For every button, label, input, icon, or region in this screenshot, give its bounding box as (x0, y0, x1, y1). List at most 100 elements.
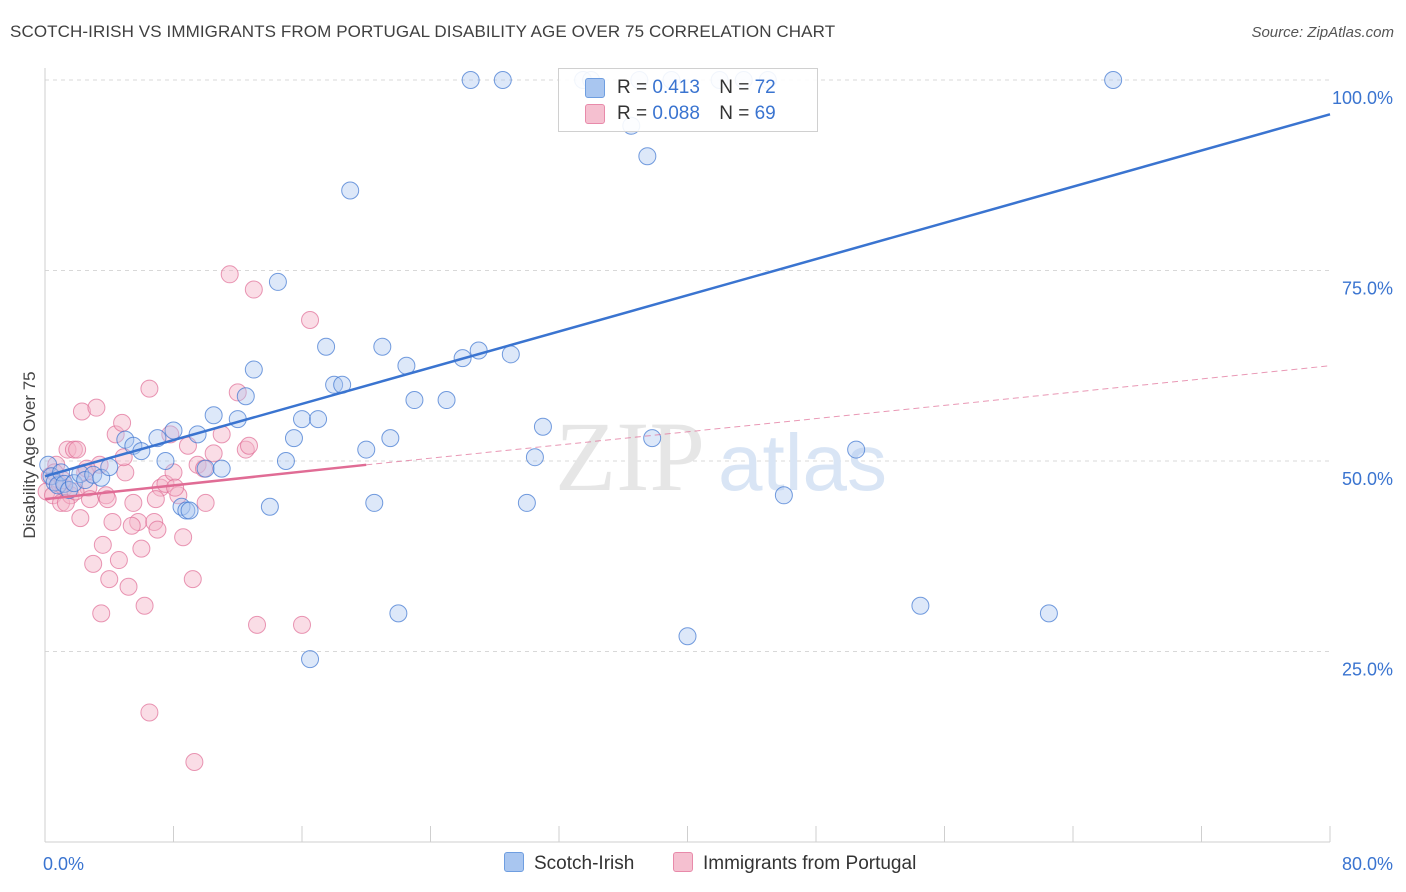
legend-n-label: N = (719, 103, 750, 124)
source-label: Source: ZipAtlas.com (1251, 24, 1394, 41)
chart-title: SCOTCH-IRISH VS IMMIGRANTS FROM PORTUGAL… (10, 22, 836, 41)
data-point-portugal (148, 520, 167, 539)
data-point-scotch-irish (236, 387, 255, 406)
axes: 25.0% 50.0% 75.0% 100.0% 0.0% 80.0% (43, 68, 1393, 874)
trend-line-portugal (44, 463, 367, 501)
data-point-portugal (122, 516, 141, 535)
data-point-portugal (244, 280, 263, 299)
gridlines (45, 79, 1330, 652)
data-point-scotch-irish (381, 429, 400, 448)
legend-row-scotch-irish: R = 0.413 N = 72 (585, 77, 776, 99)
data-point-scotch-irish (276, 452, 295, 470)
data-point-scotch-irish (55, 474, 74, 493)
data-point-scotch-irish (244, 360, 263, 379)
data-point-portugal (71, 509, 90, 528)
x-tick-label: 0.0% (43, 854, 84, 874)
data-point-portugal (113, 413, 132, 432)
data-point-scotch-irish (301, 650, 320, 669)
y-tick-label: 50.0% (1342, 469, 1393, 489)
data-point-portugal (185, 752, 204, 771)
bottom-legend-swatch-blue (504, 852, 524, 872)
bottom-legend-portugal: Immigrants from Portugal (673, 852, 916, 875)
data-point-scotch-irish (774, 486, 793, 505)
data-point-scotch-irish (212, 459, 231, 478)
data-point-scotch-irish (365, 493, 384, 512)
data-point-scotch-irish (293, 410, 311, 429)
data-point-scotch-irish (357, 440, 376, 459)
series-portugal (37, 265, 320, 771)
data-point-scotch-irish (64, 474, 83, 493)
data-point-portugal (119, 577, 138, 596)
series-scotch-irish (39, 71, 1123, 669)
trend-line-scotch-irish (44, 113, 1331, 478)
data-point-portugal (106, 425, 125, 444)
data-point-portugal (135, 596, 154, 615)
data-point-portugal (140, 379, 159, 398)
data-point-portugal (124, 493, 143, 512)
stats-legend: R = 0.413 N = 72 R = 0.088 N = 69 (558, 68, 818, 132)
legend-n-value: 72 (754, 77, 776, 98)
data-point-scotch-irish (638, 147, 657, 166)
data-point-portugal (87, 398, 106, 417)
data-point-portugal (220, 265, 239, 284)
y-tick-label: 100.0% (1332, 88, 1393, 108)
data-point-scotch-irish (533, 417, 552, 436)
data-point-portugal (68, 440, 87, 459)
data-point-portugal (174, 528, 193, 547)
legend-r-value: 0.088 (652, 103, 700, 124)
legend-r-label: R = (617, 77, 648, 98)
data-point-portugal (183, 570, 202, 589)
data-point-portugal (301, 311, 320, 330)
y-tick-label: 25.0% (1342, 660, 1393, 680)
watermark: ZIP atlas (555, 401, 887, 512)
data-point-scotch-irish (911, 596, 930, 615)
data-point-portugal (92, 604, 111, 623)
data-point-scotch-irish (196, 459, 215, 478)
data-point-scotch-irish (643, 429, 662, 448)
data-point-portugal (103, 512, 122, 531)
data-point-scotch-irish (493, 71, 512, 89)
data-point-scotch-irish (1104, 71, 1123, 89)
data-point-scotch-irish (501, 345, 520, 364)
data-point-scotch-irish (461, 71, 480, 89)
data-point-scotch-irish (517, 493, 536, 512)
data-point-portugal (196, 493, 215, 512)
y-tick-label: 75.0% (1342, 279, 1393, 299)
bottom-legend-scotch-irish: Scotch-Irish (504, 852, 634, 875)
data-point-scotch-irish (389, 604, 408, 623)
data-point-portugal (140, 703, 159, 722)
data-point-scotch-irish (525, 448, 544, 467)
data-point-scotch-irish (204, 406, 223, 425)
watermark-atlas: atlas (718, 418, 887, 507)
watermark-zip: ZIP (555, 401, 705, 512)
data-point-scotch-irish (164, 421, 183, 440)
data-point-scotch-irish (180, 501, 199, 520)
data-point-portugal (84, 554, 103, 573)
legend-r-label: R = (617, 103, 648, 124)
bottom-legend-swatch-pink (673, 852, 693, 872)
data-point-portugal (116, 463, 135, 482)
data-point-scotch-irish (405, 391, 424, 410)
legend-row-portugal: R = 0.088 N = 69 (585, 103, 776, 125)
data-point-portugal (239, 436, 258, 455)
bottom-legend-label: Immigrants from Portugal (703, 853, 917, 874)
data-point-portugal (100, 570, 119, 589)
data-point-scotch-irish (268, 272, 287, 291)
data-point-scotch-irish (1039, 604, 1058, 623)
data-point-portugal (98, 490, 117, 509)
y-axis-label: Disability Age Over 75 (20, 371, 39, 538)
data-point-scotch-irish (437, 391, 456, 410)
data-point-scotch-irish (317, 337, 336, 356)
legend-swatch-pink (585, 104, 605, 124)
data-point-scotch-irish (373, 337, 392, 356)
data-point-portugal (93, 535, 112, 554)
data-point-scotch-irish (100, 458, 119, 477)
data-point-scotch-irish (309, 410, 328, 429)
data-point-portugal (72, 402, 91, 421)
data-point-scotch-irish (156, 452, 175, 470)
legend-n-label: N = (719, 77, 750, 98)
x-tick-label: 80.0% (1342, 854, 1393, 874)
data-point-portugal (166, 478, 185, 497)
data-point-portugal (293, 615, 311, 634)
